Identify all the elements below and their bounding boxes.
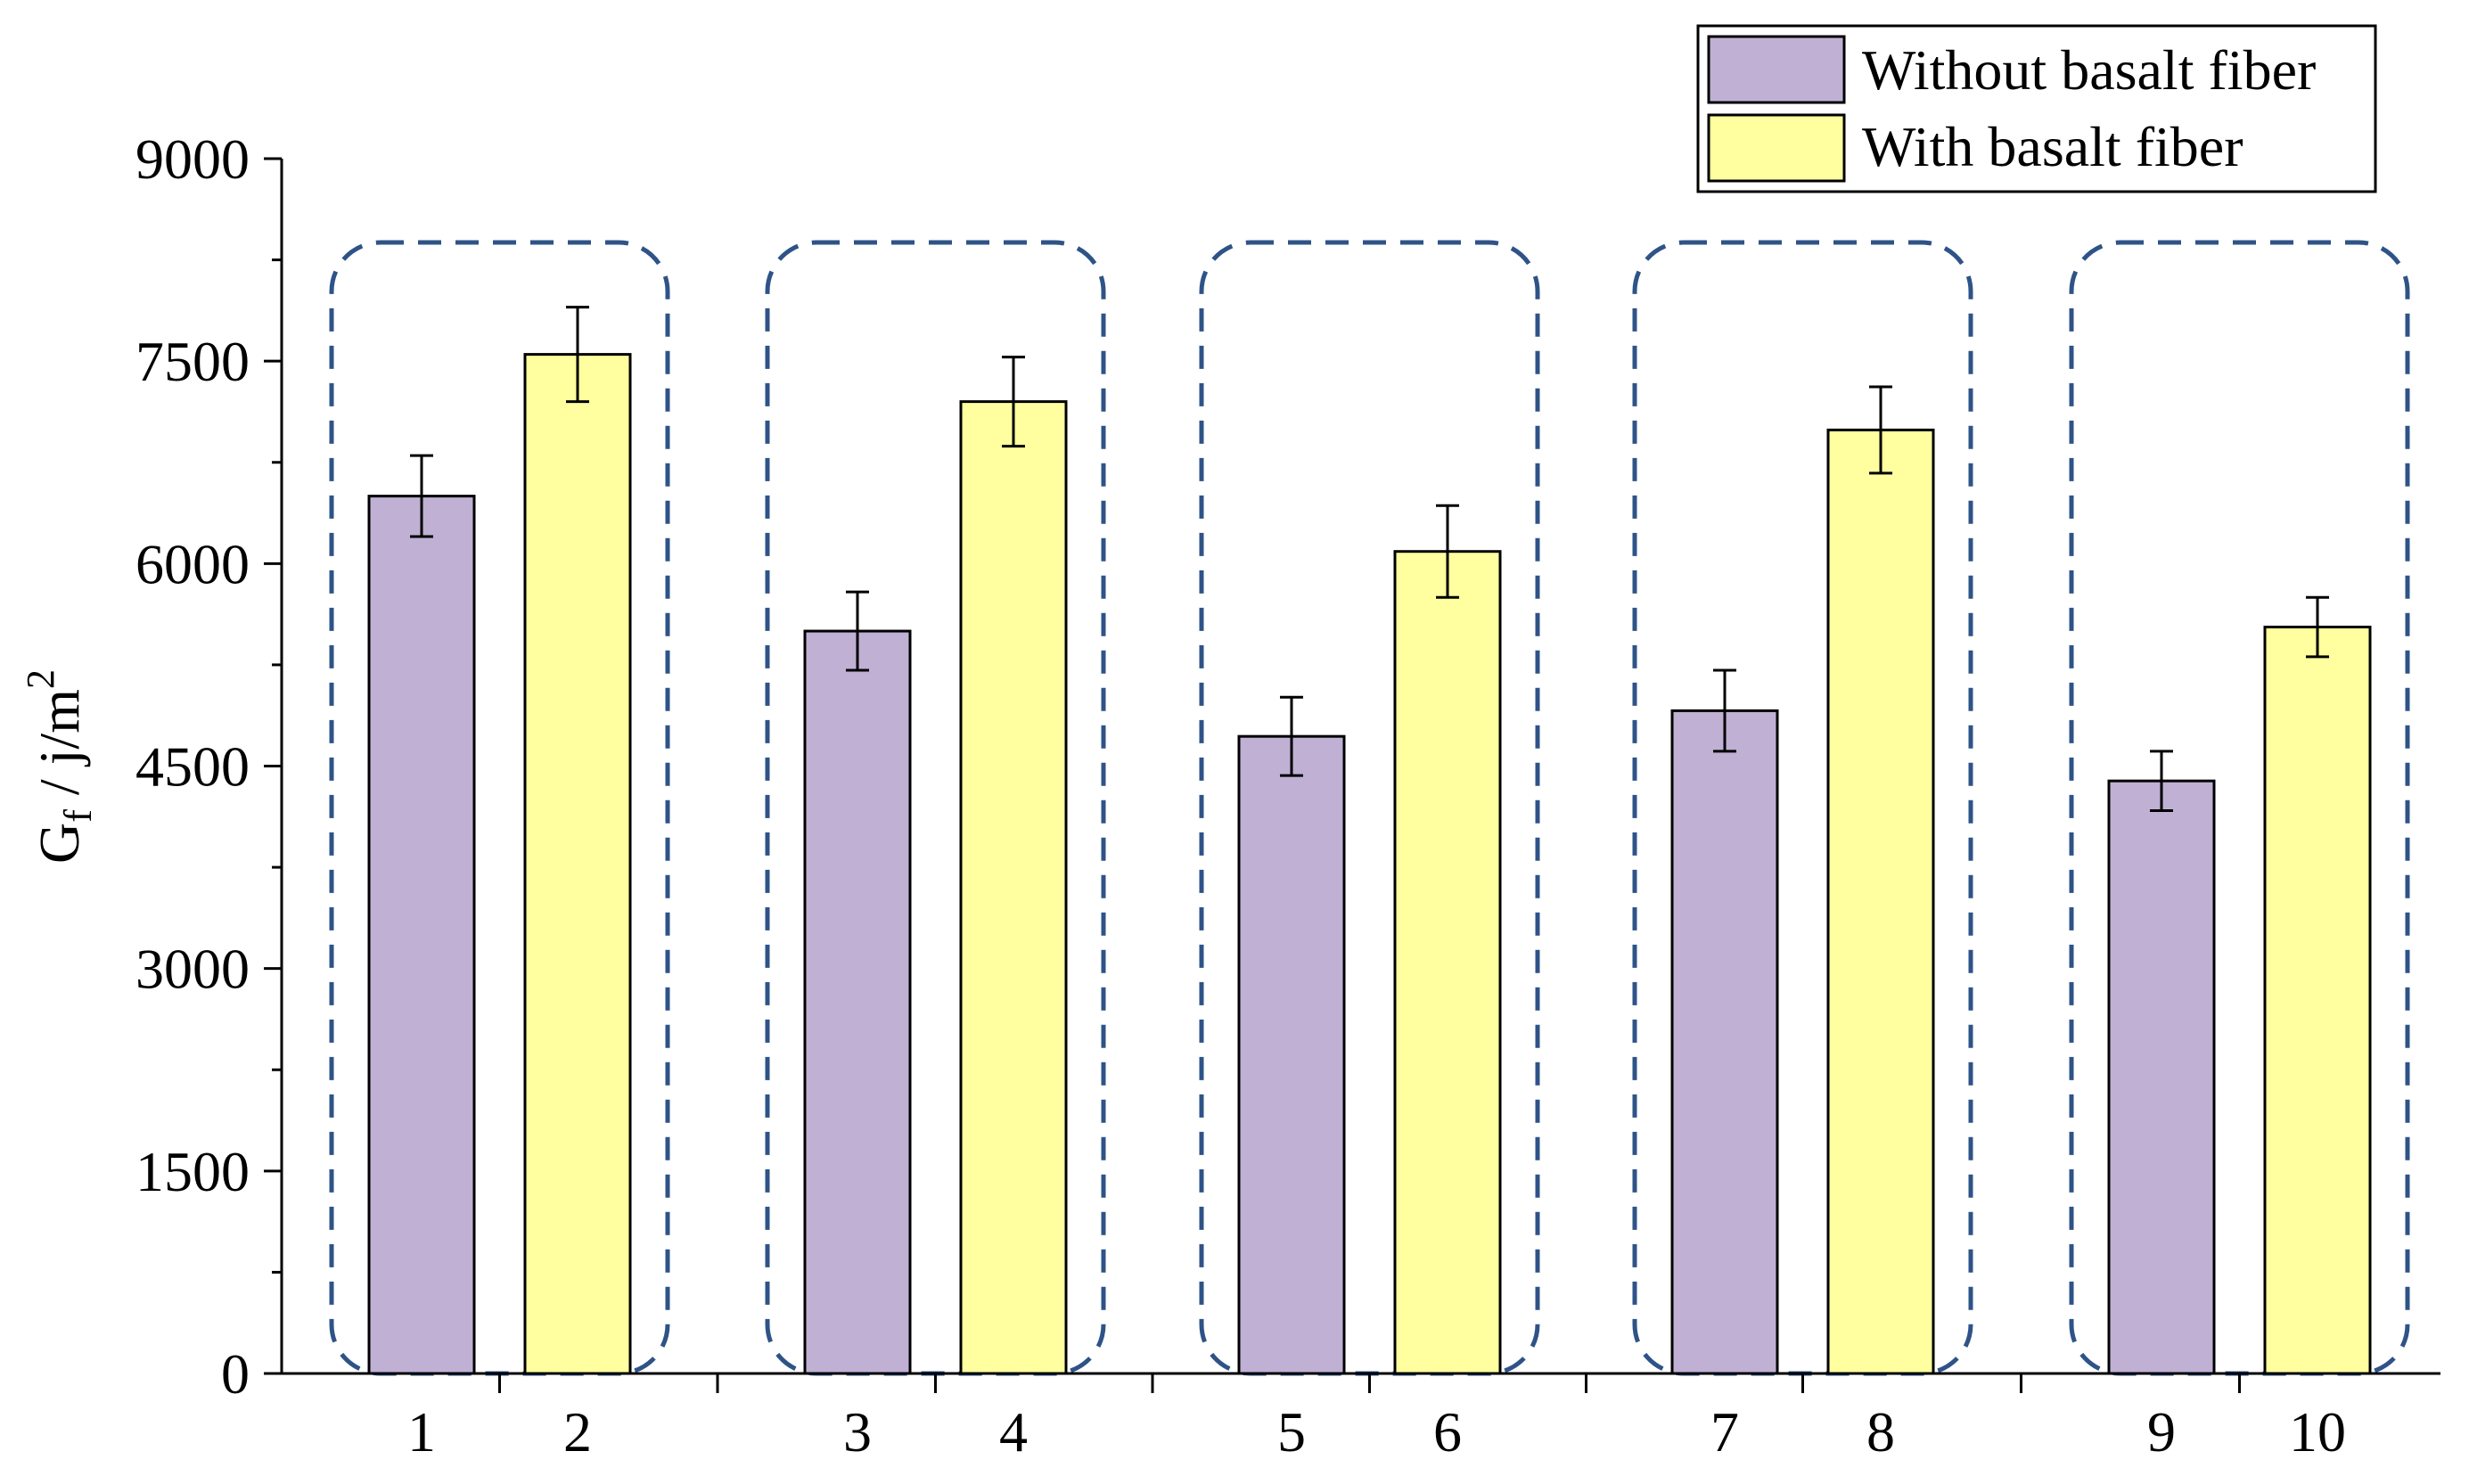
legend-swatch-with-fiber <box>1707 113 1846 183</box>
x-tick-label-5: 5 <box>1277 1400 1306 1464</box>
error-bars <box>410 306 2329 812</box>
x-tick-label-2: 2 <box>563 1400 592 1464</box>
bar-7 <box>1670 709 1779 1375</box>
x-tick-label-10: 10 <box>2289 1400 2346 1464</box>
x-tick-label-3: 3 <box>843 1400 872 1464</box>
bar-9 <box>2107 779 2216 1375</box>
legend-label-with-fiber: With basalt fiber <box>1862 115 2243 178</box>
x-tick-label-6: 6 <box>1433 1400 1462 1464</box>
bar-3 <box>803 629 912 1375</box>
legend-label-without-fiber: Without basalt fiber <box>1862 38 2316 102</box>
y-ticks: 0 1500 3000 4500 6000 7500 9000 <box>135 127 282 1406</box>
x-ticks: 1 2 3 4 5 6 7 8 9 10 <box>407 1373 2346 1464</box>
y-tick-label-3000: 3000 <box>135 938 250 1001</box>
bar-5 <box>1237 734 1346 1375</box>
x-tick-label-8: 8 <box>1866 1400 1895 1464</box>
legend: Without basalt fiber With basalt fiber <box>1696 24 2377 193</box>
x-tick-label-9: 9 <box>2147 1400 2176 1464</box>
y-tick-label-1500: 1500 <box>135 1140 250 1203</box>
bar-4 <box>959 400 1068 1375</box>
x-tick-label-4: 4 <box>999 1400 1028 1464</box>
x-tick-label-1: 1 <box>407 1400 436 1464</box>
y-tick-label-9000: 9000 <box>135 127 250 191</box>
legend-swatch-without-fiber <box>1707 35 1846 104</box>
y-tick-label-7500: 7500 <box>135 330 250 393</box>
y-tick-label-0: 0 <box>221 1342 250 1406</box>
x-tick-label-7: 7 <box>1710 1400 1739 1464</box>
bar-2 <box>523 353 632 1375</box>
y-axis-label: Gf / j/m2 <box>19 669 100 864</box>
bar-10 <box>2263 626 2372 1375</box>
group-boxes <box>329 240 2410 1376</box>
bar-1 <box>367 495 476 1375</box>
y-tick-label-6000: 6000 <box>135 532 250 595</box>
bar-8 <box>1826 428 1935 1375</box>
bar-6 <box>1393 550 1502 1375</box>
y-tick-label-4500: 4500 <box>135 735 250 799</box>
bars <box>367 353 2372 1375</box>
